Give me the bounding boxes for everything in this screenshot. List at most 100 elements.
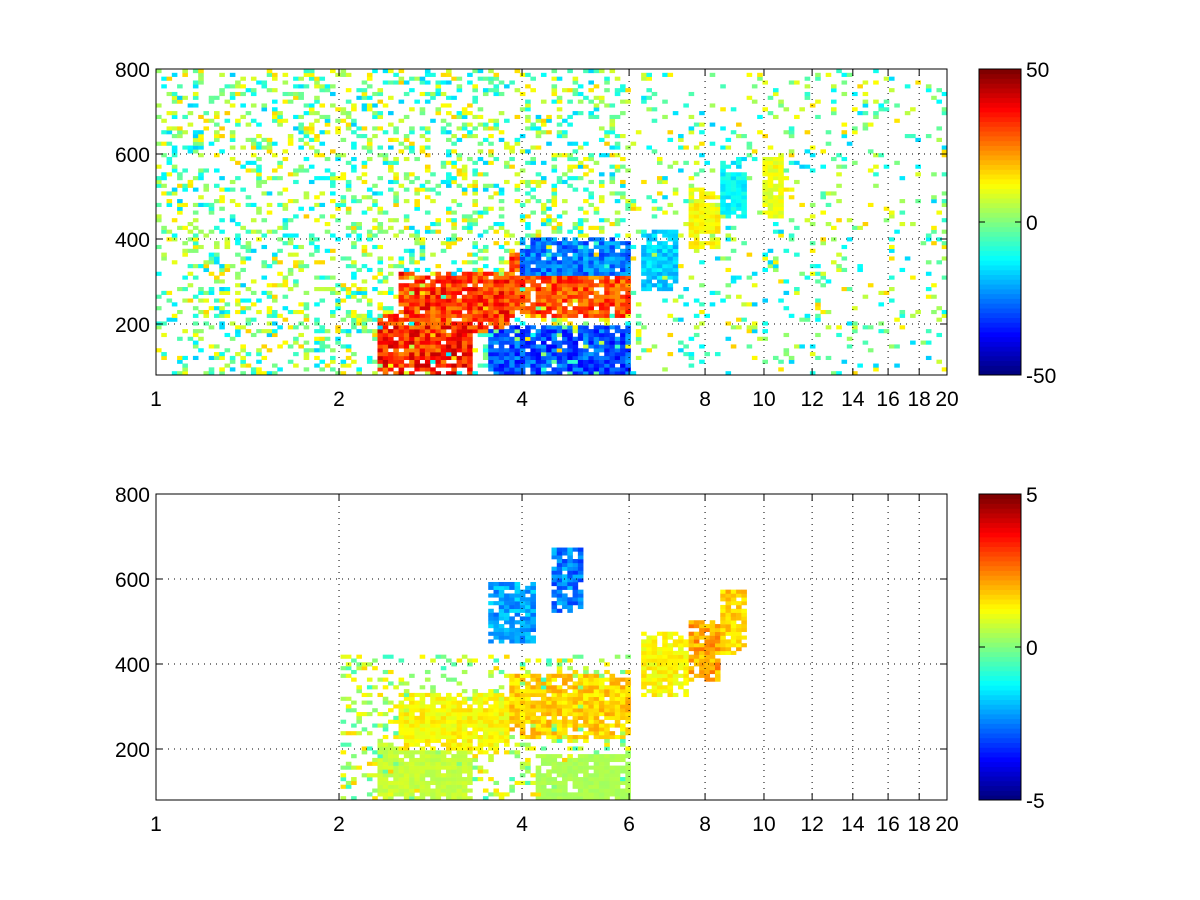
heatmap-cell	[562, 363, 568, 368]
heatmap-cell	[593, 290, 600, 295]
heatmap-cell	[287, 359, 294, 364]
heatmap-cell	[693, 233, 700, 238]
heatmap-cell	[530, 627, 536, 633]
heatmap-cell	[472, 689, 478, 694]
heatmap-cell	[308, 122, 315, 127]
heatmap-cell	[519, 256, 526, 261]
heatmap-cell	[482, 731, 489, 736]
heatmap-cell	[519, 689, 526, 694]
heatmap-cell	[324, 329, 331, 334]
heatmap-cell	[319, 336, 326, 341]
heatmap-cell	[509, 719, 515, 724]
heatmap-cell	[498, 352, 505, 357]
heatmap-cell	[504, 620, 510, 625]
heatmap-cell	[577, 309, 584, 315]
heatmap-cell	[667, 233, 674, 238]
heatmap-cell	[456, 780, 463, 786]
heatmap-cell	[456, 731, 463, 736]
heatmap-cell	[931, 95, 937, 100]
heatmap-cell	[409, 271, 415, 276]
heatmap-cell	[577, 264, 584, 269]
heatmap-cell	[641, 244, 647, 250]
heatmap-cell	[388, 145, 394, 150]
heatmap-cell	[461, 287, 468, 292]
heatmap-cell	[456, 88, 463, 93]
heatmap-cell	[461, 172, 468, 177]
heatmap-cell	[451, 340, 457, 345]
heatmap-cell	[409, 298, 415, 303]
heatmap-cell	[730, 176, 737, 181]
heatmap-cell	[498, 723, 505, 728]
heatmap-cell	[604, 283, 610, 288]
heatmap-cell	[535, 731, 542, 736]
heatmap-cell	[656, 229, 663, 234]
heatmap-cell	[656, 287, 663, 292]
heatmap-cell	[567, 355, 573, 361]
heatmap-cell	[809, 153, 816, 158]
y-tick-label: 600	[115, 144, 150, 167]
heatmap-cell	[509, 627, 515, 633]
heatmap-cell	[593, 264, 600, 269]
heatmap-cell	[493, 321, 500, 326]
heatmap-cell	[482, 750, 489, 755]
heatmap-cell	[482, 325, 489, 330]
heatmap-cell	[525, 742, 531, 747]
heatmap-cell	[219, 367, 225, 372]
heatmap-cell	[446, 237, 452, 242]
heatmap-cell	[319, 202, 326, 208]
heatmap-cell	[530, 731, 536, 736]
heatmap-cell	[772, 229, 779, 234]
heatmap-cell	[430, 780, 436, 786]
heatmap-cell	[588, 80, 594, 85]
heatmap-cell	[361, 264, 368, 269]
heatmap-cell	[472, 275, 478, 280]
heatmap-cell	[556, 788, 563, 793]
heatmap-cell	[556, 271, 563, 276]
heatmap-cell	[767, 168, 774, 173]
heatmap-cell	[282, 294, 289, 299]
heatmap-cell	[772, 210, 779, 215]
heatmap-cell	[156, 325, 162, 330]
heatmap-cell	[372, 191, 378, 196]
heatmap-cell	[572, 340, 579, 345]
heatmap-cell	[461, 757, 468, 763]
heatmap-cell	[562, 271, 568, 276]
heatmap-cell	[820, 210, 827, 215]
heatmap-cell	[240, 325, 246, 330]
heatmap-cell	[540, 241, 547, 246]
heatmap-cell	[219, 309, 225, 315]
heatmap-cell	[493, 287, 500, 292]
heatmap-cell	[509, 348, 515, 353]
heatmap-cell	[293, 283, 299, 288]
heatmap-cell	[430, 287, 436, 292]
heatmap-cell	[398, 275, 405, 280]
heatmap-cell	[488, 88, 494, 93]
heatmap-cell	[873, 153, 879, 158]
heatmap-cell	[504, 612, 510, 617]
heatmap-cell	[224, 237, 231, 242]
heatmap-cell	[393, 325, 399, 330]
heatmap-cell	[161, 225, 167, 230]
heatmap-cell	[256, 168, 262, 173]
heatmap-cell	[488, 704, 494, 709]
heatmap-cell	[741, 214, 747, 219]
heatmap-cell	[498, 199, 505, 204]
heatmap-cell	[540, 325, 547, 330]
heatmap-cell	[562, 757, 568, 763]
heatmap-cell	[514, 325, 521, 330]
heatmap-cell	[409, 792, 415, 797]
heatmap-cell	[551, 352, 558, 357]
heatmap-cell	[467, 367, 473, 372]
heatmap-cell	[351, 708, 357, 713]
heatmap-cell	[372, 244, 378, 250]
heatmap-cell	[451, 757, 457, 763]
heatmap-cell	[467, 332, 473, 338]
heatmap-cell	[488, 367, 494, 372]
heatmap-cell	[419, 727, 426, 732]
heatmap-cell	[467, 321, 473, 326]
heatmap-cell	[198, 130, 204, 135]
heatmap-cell	[609, 264, 616, 269]
heatmap-cell	[604, 325, 610, 330]
heatmap-cell	[551, 294, 558, 299]
heatmap-cell	[424, 126, 431, 131]
